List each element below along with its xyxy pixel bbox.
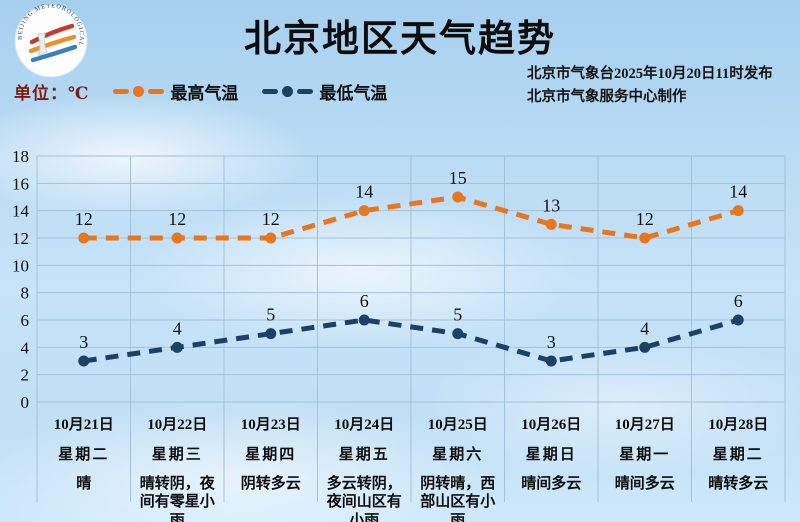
max-temp-point-7	[732, 205, 744, 217]
weather-label: 晴转阴，夜间有零星小雨	[139, 475, 215, 522]
min-temp-point-5	[545, 355, 557, 367]
value-label: 12	[262, 209, 280, 229]
x-label-column-2: 10月23日 星期四阴转多云	[224, 408, 318, 522]
beijing-meteorological-logo: BEIJING METEOROLOGICAL SERVICE 气象服务	[10, 0, 88, 78]
min-temp-point-2	[265, 328, 277, 340]
max-temp-line	[83, 194, 739, 241]
value-label: 4	[640, 318, 649, 338]
x-label-column-5: 10月26日 星期日晴间多云	[505, 408, 599, 522]
date-label: 10月24日	[334, 417, 395, 433]
min-temp-point-1	[171, 341, 183, 353]
min-temp-line	[83, 317, 739, 364]
x-label-column-1: 10月22日 星期三晴转阴，夜间有零星小雨	[131, 408, 225, 522]
y-tick-label: 12	[12, 229, 29, 248]
x-label-column-6: 10月27日 星期一晴间多云	[598, 408, 692, 522]
min-temp-point-3	[358, 314, 370, 326]
min-temp-point-4	[452, 328, 464, 340]
value-label: 12	[636, 209, 654, 229]
y-tick-label: 14	[12, 202, 30, 221]
value-label: 12	[168, 209, 186, 229]
legend-item-max-temp: 最高气温	[113, 79, 238, 104]
y-tick-label: 0	[21, 393, 30, 412]
max-temp-point-3	[358, 205, 370, 217]
weather-label: 阴转晴，西部山区有小雨	[420, 475, 496, 522]
value-label: 6	[360, 291, 369, 311]
weekday-label: 星期二	[58, 446, 110, 463]
legend: 单位：℃ 最高气温 最低气温	[14, 78, 387, 104]
legend-label-min-temp: 最低气温	[319, 83, 388, 103]
value-label: 3	[79, 332, 88, 352]
legend-item-min-temp: 最低气温	[262, 79, 387, 104]
y-tick-label: 10	[12, 256, 29, 275]
source-info: 北京市气象台2025年10月20日11时发布 北京市气象服务中心制作	[527, 63, 787, 109]
value-label: 4	[173, 318, 182, 338]
page-title: 北京地区天气趋势	[244, 19, 556, 60]
date-label: 10月22日	[147, 417, 208, 433]
value-label: 15	[449, 168, 467, 188]
y-tick-label: 2	[21, 366, 30, 385]
max-temp-point-0	[78, 232, 90, 244]
weather-label: 晴间多云	[521, 475, 582, 492]
min-temp-line-sample	[262, 85, 314, 97]
value-label: 3	[547, 332, 556, 352]
weather-label: 阴转多云	[240, 475, 301, 492]
min-temp-point-6	[639, 341, 651, 353]
value-label: 5	[453, 305, 462, 325]
date-label: 10月26日	[521, 417, 582, 433]
x-axis-labels: 10月21日 星期二晴 10月22日 星期三 晴转阴，夜间有零星小雨 10月23日 星期四阴…	[37, 408, 785, 522]
max-temp-point-2	[265, 232, 277, 244]
max-temp-point-4	[452, 191, 464, 203]
value-label: 14	[355, 182, 373, 202]
value-label: 14	[729, 182, 747, 202]
logo-icon: BEIJING METEOROLOGICAL SERVICE 气象服务	[10, 0, 88, 78]
y-tick-label: 6	[21, 311, 30, 330]
value-label: 5	[266, 305, 275, 325]
date-label: 10月25日	[427, 417, 488, 433]
max-temp-line-sample	[113, 85, 165, 97]
weekday-label: 星期六	[432, 446, 484, 463]
x-label-column-3: 10月24日 星期五多云转阴，夜间山区有小雨	[318, 408, 412, 522]
max-temp-point-1	[171, 232, 183, 244]
weekday-label: 星期一	[619, 446, 671, 463]
weekday-label: 星期二	[712, 446, 764, 463]
max-temp-point-5	[545, 218, 557, 230]
min-temp-point-0	[78, 355, 90, 367]
max-temp-point-6	[639, 232, 651, 244]
y-tick-label: 4	[21, 338, 30, 357]
date-label: 10月23日	[240, 417, 301, 433]
weekday-label: 星期五	[338, 446, 390, 463]
weekday-label: 星期四	[245, 446, 297, 463]
source-line-1: 北京市气象台2025年10月20日11时发布	[527, 66, 773, 82]
date-label: 10月28日	[708, 417, 769, 433]
value-label: 6	[734, 291, 743, 311]
date-label: 10月27日	[614, 417, 675, 433]
source-line-2: 北京市气象服务中心制作	[527, 89, 687, 106]
x-label-column-7: 10月28日 星期二晴转多云	[692, 408, 786, 522]
weather-label: 晴转多云	[708, 475, 769, 492]
x-label-column-4: 10月25日 星期六阴转晴，西部山区有小雨	[411, 408, 505, 522]
weather-label: 晴	[76, 475, 92, 492]
weekday-label: 星期三	[151, 446, 203, 463]
legend-label-max-temp: 最高气温	[170, 83, 239, 103]
weather-label: 晴间多云	[614, 475, 675, 492]
value-label: 12	[75, 209, 93, 229]
min-temp-point-7	[732, 314, 744, 326]
value-label: 13	[542, 195, 560, 215]
y-tick-label: 18	[12, 147, 29, 166]
x-label-column-0: 10月21日 星期二晴	[37, 408, 131, 522]
weekday-label: 星期日	[525, 446, 577, 463]
y-tick-label: 8	[21, 284, 30, 303]
date-label: 10月21日	[53, 417, 114, 433]
unit-label: 单位：℃	[14, 83, 90, 103]
weather-label: 多云转阴，夜间山区有小雨	[326, 475, 402, 522]
y-tick-label: 16	[12, 174, 29, 193]
